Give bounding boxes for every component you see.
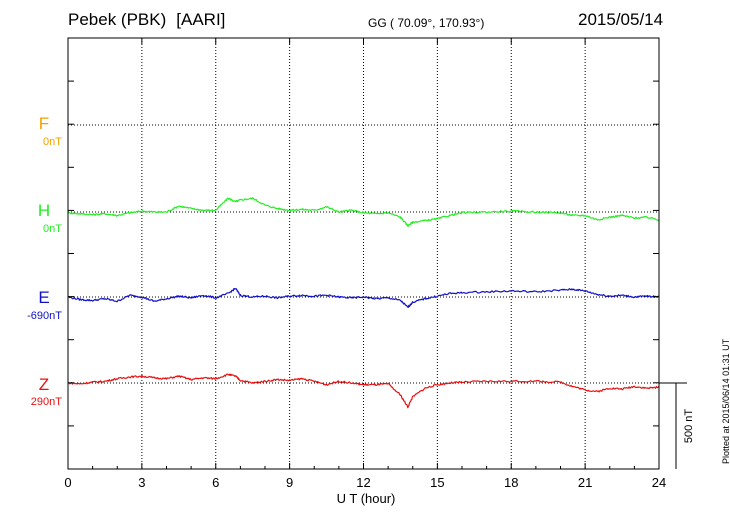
series-line-z bbox=[68, 373, 660, 409]
x-tick-label: 12 bbox=[356, 475, 370, 490]
station-name: Pebek (PBK) bbox=[68, 10, 167, 29]
series-line-h bbox=[67, 197, 660, 227]
x-tick-label: 9 bbox=[286, 475, 293, 490]
x-tick-label: 21 bbox=[578, 475, 592, 490]
channel-label-h: H bbox=[38, 201, 50, 220]
axis-ticks: 0 3 6 9 12 15 18 21 24 bbox=[64, 37, 666, 490]
station-group: [AARI] bbox=[176, 10, 226, 29]
scale-bar-label: 500 nT bbox=[683, 409, 695, 444]
grid-lines bbox=[68, 38, 659, 469]
x-tick-label: 18 bbox=[504, 475, 518, 490]
x-tick-label: 15 bbox=[430, 475, 444, 490]
channel-labels: F 0nT H 0nT E -690nT Z 290nT bbox=[27, 114, 62, 408]
chart-date: 2015/05/14 bbox=[578, 10, 664, 29]
series-line-e bbox=[67, 288, 660, 308]
x-axis-label: U T (hour) bbox=[337, 491, 396, 506]
x-tick-label: 3 bbox=[138, 475, 145, 490]
plotted-timestamp: Plotted at 2015/06/14 01:31 UT bbox=[721, 338, 730, 464]
channel-baseline-z: 290nT bbox=[31, 396, 62, 408]
x-tick-label: 24 bbox=[652, 475, 666, 490]
series-lines bbox=[67, 197, 660, 409]
station-title: Pebek (PBK) [AARI] bbox=[68, 10, 225, 30]
channel-label-z: Z bbox=[39, 375, 49, 394]
station-coordinates: GG ( 70.09°, 170.93°) bbox=[368, 16, 485, 30]
channel-label-f: F bbox=[39, 114, 49, 133]
channel-baseline-h: 0nT bbox=[43, 223, 62, 235]
x-tick-label: 6 bbox=[212, 475, 219, 490]
channel-label-e: E bbox=[38, 288, 49, 307]
channel-baseline-e: -690nT bbox=[27, 310, 62, 322]
channel-baseline-f: 0nT bbox=[43, 136, 62, 148]
x-tick-label: 0 bbox=[64, 475, 71, 490]
scale-bar: 500 nT bbox=[659, 382, 695, 469]
